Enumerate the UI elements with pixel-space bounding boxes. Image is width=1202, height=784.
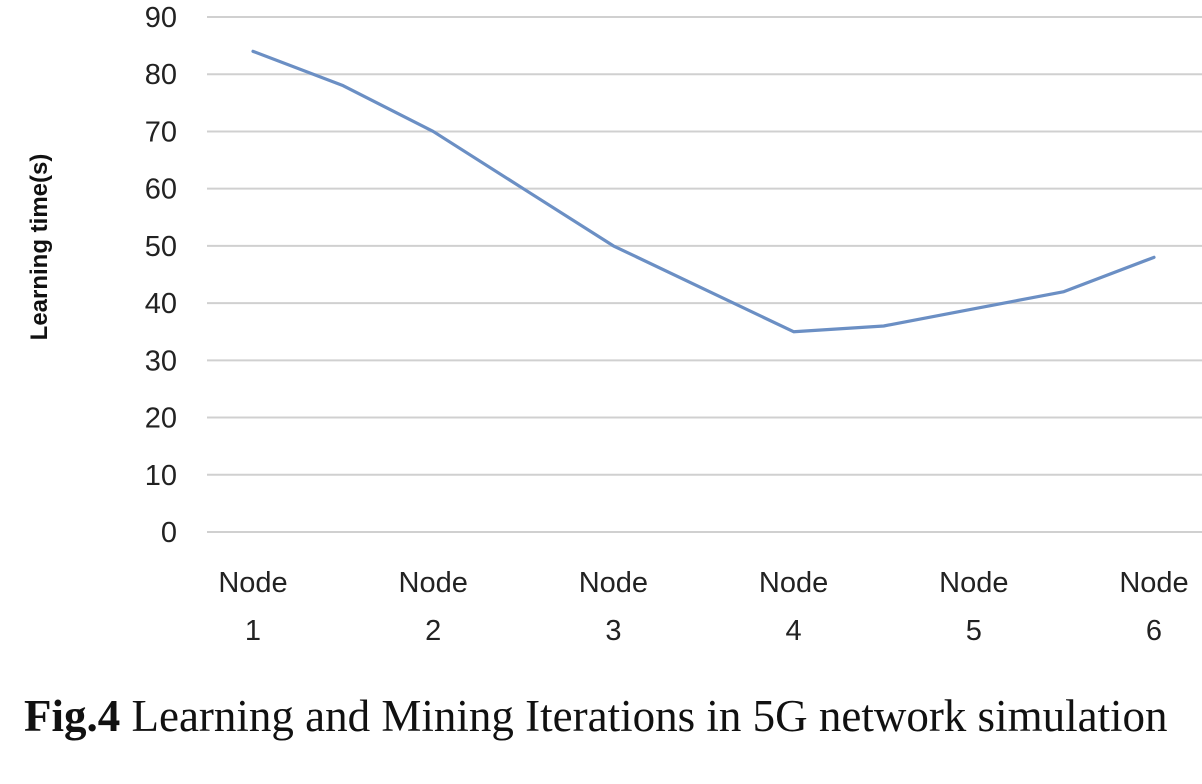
y-tick-label-30: 30 bbox=[145, 345, 177, 377]
x-axis-tick-labels: Node 1 Node 2 Node 3 Node 4 Node 5 Node 6 bbox=[218, 567, 1188, 647]
x-tick-label-4: Node 4 bbox=[759, 567, 828, 647]
figure-caption-text: Learning and Mining Iterations in 5G net… bbox=[120, 691, 1168, 741]
x-tick-label-2: Node 2 bbox=[399, 567, 468, 647]
y-tick-label-90: 90 bbox=[145, 2, 177, 34]
x-tick-label-line: 1 bbox=[245, 615, 261, 647]
x-tick-label-3: Node 3 bbox=[579, 567, 648, 647]
x-tick-label-line: Node bbox=[218, 567, 287, 599]
y-tick-label-40: 40 bbox=[145, 288, 177, 320]
y-axis-tick-labels: 0 10 20 30 40 50 60 70 80 90 bbox=[145, 2, 177, 549]
figure-caption-label: Fig.4 bbox=[24, 691, 121, 741]
x-tick-label-line: Node bbox=[1119, 567, 1188, 599]
figure-caption: Fig.4 Learning and Mining Iterations in … bbox=[24, 690, 1202, 742]
x-tick-label-5: Node 5 bbox=[939, 567, 1008, 647]
x-tick-label-line: 3 bbox=[605, 615, 621, 647]
x-tick-label-line: Node bbox=[759, 567, 828, 599]
x-tick-label-line: 5 bbox=[966, 615, 982, 647]
x-tick-label-line: 6 bbox=[1146, 615, 1162, 647]
x-tick-label-line: Node bbox=[399, 567, 468, 599]
y-axis-label: Learning time(s) bbox=[26, 154, 53, 341]
y-tick-label-50: 50 bbox=[145, 231, 177, 263]
y-tick-label-80: 80 bbox=[145, 59, 177, 91]
x-tick-label-line: Node bbox=[939, 567, 1008, 599]
gridlines bbox=[207, 16, 1202, 533]
x-tick-label-line: 4 bbox=[786, 615, 802, 647]
y-tick-label-10: 10 bbox=[145, 460, 177, 492]
series-line-1 bbox=[251, 49, 1156, 334]
x-tick-label-1: Node 1 bbox=[218, 567, 287, 647]
y-tick-label-20: 20 bbox=[145, 403, 177, 435]
y-tick-label-70: 70 bbox=[145, 116, 177, 148]
x-tick-label-6: Node 6 bbox=[1119, 567, 1188, 647]
series-group bbox=[251, 49, 1156, 334]
x-tick-label-line: Node bbox=[579, 567, 648, 599]
y-tick-label-60: 60 bbox=[145, 174, 177, 206]
y-tick-label-0: 0 bbox=[161, 517, 177, 549]
x-tick-label-line: 2 bbox=[425, 615, 441, 647]
